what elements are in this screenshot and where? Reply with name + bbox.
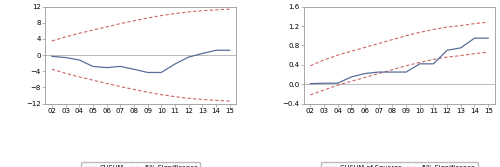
Legend: CUSUM, 5% Significance: CUSUM, 5% Significance [81,162,200,167]
Legend: CUSUM of Squares, 5% Significance: CUSUM of Squares, 5% Significance [321,162,478,167]
